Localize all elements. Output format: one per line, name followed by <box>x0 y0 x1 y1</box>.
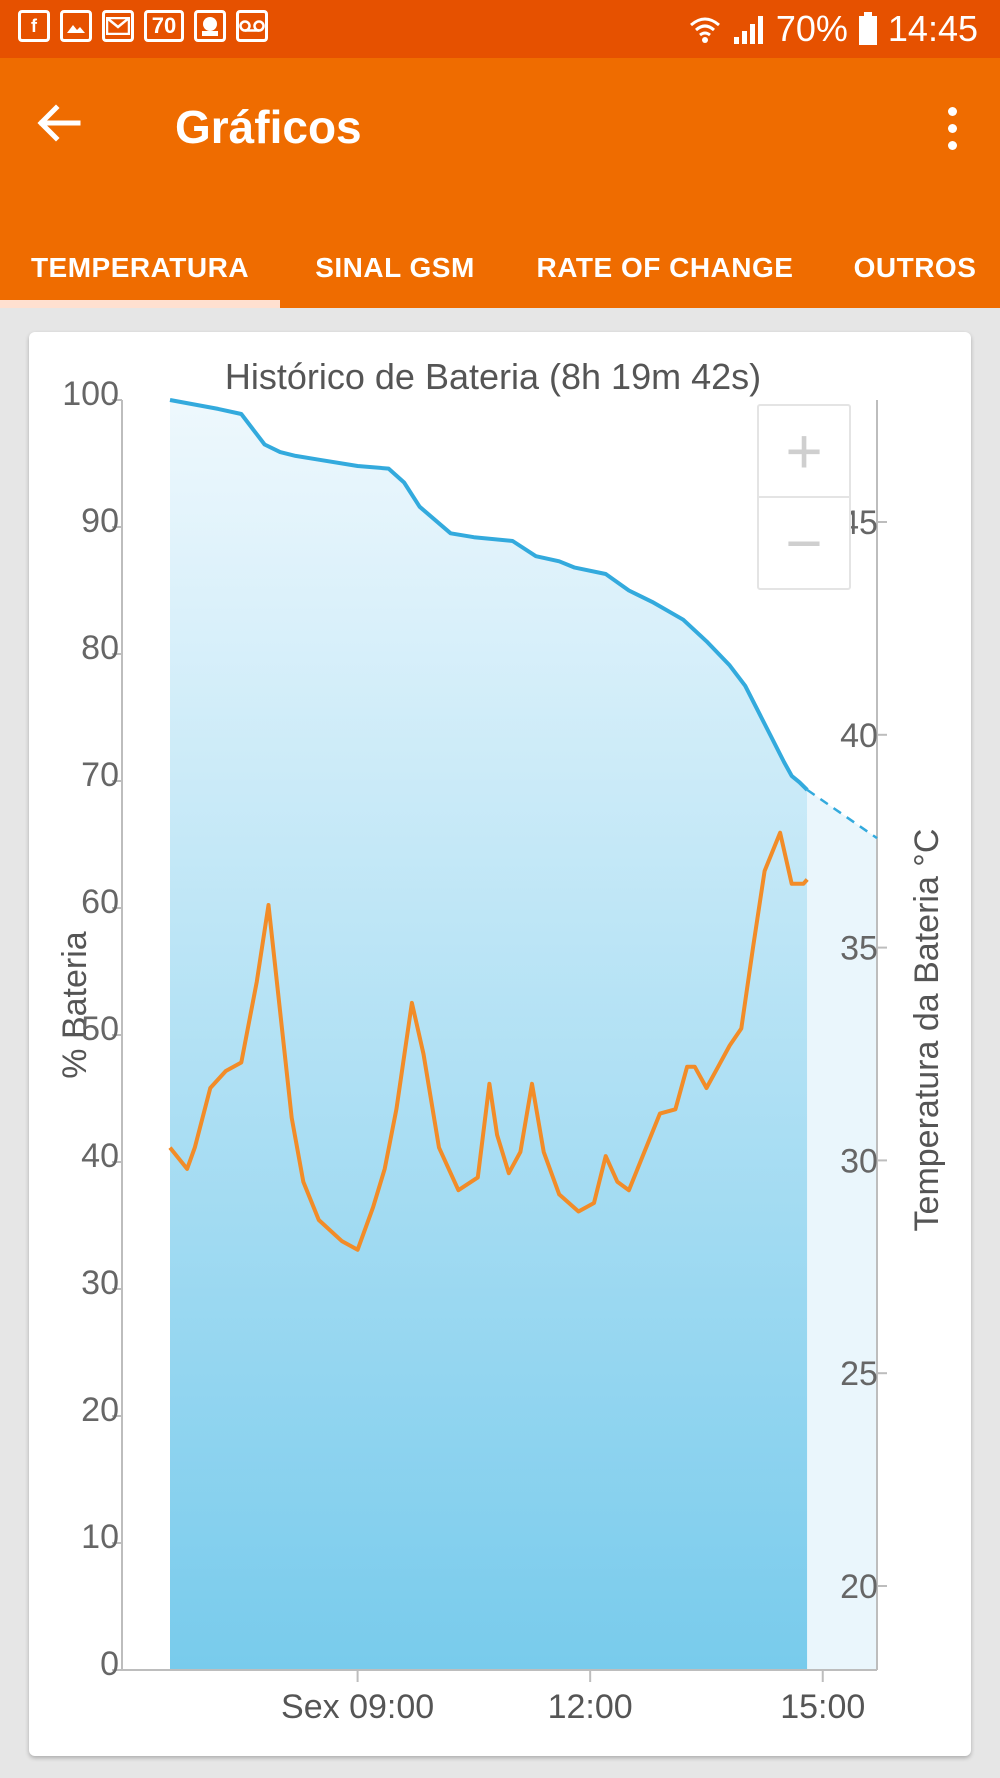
y2-tick-label: 35 <box>840 930 878 968</box>
facebook-icon: f <box>18 10 50 42</box>
battery-series-line <box>169 398 809 792</box>
y2-tick-label: 40 <box>840 717 878 755</box>
y-tick-label: 70 <box>81 756 119 794</box>
back-button[interactable] <box>30 93 90 153</box>
status-bar: f 70 70% 14:45 <box>0 0 1000 58</box>
y-tick-label: 50 <box>81 1010 119 1048</box>
system-status: 70% 14:45 <box>688 8 978 50</box>
y-tick-label: 30 <box>81 1264 119 1302</box>
page-title: Gráficos <box>175 101 362 153</box>
battery-percent: 70% <box>775 8 848 49</box>
y-tick-label: 0 <box>100 1645 119 1683</box>
chart-title: Histórico de Bateria (8h 19m 42s) <box>225 356 761 397</box>
signal-icon <box>733 16 763 44</box>
gallery-icon <box>60 10 92 42</box>
y-tick-label: 60 <box>81 883 119 921</box>
y-tick-label: 90 <box>81 502 119 540</box>
x-tick-label: 12:00 <box>548 1688 633 1726</box>
battery-projection-line <box>806 788 878 840</box>
app-bar: Gráficos TEMPERATURA SINAL GSM RATE OF C… <box>0 58 1000 308</box>
y2-axis-label: Temperatura da Bateria °C <box>908 829 946 1232</box>
x-tick-label: Sex 09:00 <box>281 1688 434 1726</box>
tab-indicator <box>0 300 280 308</box>
battery-icon <box>858 12 877 45</box>
zoom-control: + − <box>757 404 851 590</box>
wifi-icon <box>689 17 720 43</box>
more-options-button[interactable] <box>932 98 972 158</box>
arrow-back-icon <box>37 104 81 142</box>
tab-sinal-gsm[interactable]: SINAL GSM <box>315 252 475 283</box>
tab-temperatura[interactable]: TEMPERATURA <box>30 252 250 283</box>
y-axis-label: % Bateria <box>56 931 94 1078</box>
notification-icons: f 70 <box>18 10 268 42</box>
more-vert-icon <box>947 106 957 116</box>
temperature-series-line <box>168 830 809 1252</box>
zoom-in-button[interactable]: + <box>785 415 823 487</box>
y-tick-label: 40 <box>81 1137 119 1175</box>
app-icon <box>194 10 226 42</box>
tab-bar: TEMPERATURA SINAL GSM RATE OF CHANGE OUT… <box>0 228 1000 308</box>
voicemail-icon <box>236 10 268 42</box>
mail-icon <box>102 10 134 42</box>
x-tick-label: 15:00 <box>780 1688 865 1726</box>
y-tick-label: 20 <box>81 1391 119 1429</box>
clock: 14:45 <box>887 8 978 49</box>
battery-area-fill <box>170 400 808 1670</box>
y-tick-label: 80 <box>81 629 119 667</box>
zoom-out-button[interactable]: − <box>785 507 823 579</box>
y-tick-label: 10 <box>81 1518 119 1556</box>
badge-70-icon: 70 <box>144 10 184 42</box>
tab-outros[interactable]: OUTROS <box>853 252 977 283</box>
y2-tick-label: 30 <box>840 1142 878 1180</box>
y-tick-label: 100 <box>62 375 119 413</box>
projection-area-fill <box>807 789 877 1670</box>
y2-tick-label: 20 <box>840 1568 878 1606</box>
tab-rate-of-change[interactable]: RATE OF CHANGE <box>536 252 794 283</box>
y2-tick-label: 25 <box>840 1355 878 1393</box>
